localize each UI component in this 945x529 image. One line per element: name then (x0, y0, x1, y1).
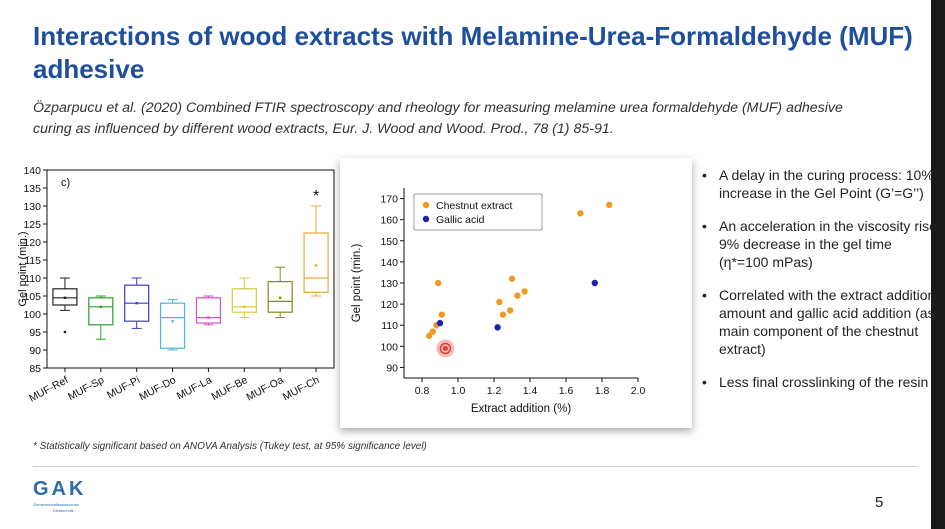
legend-label: Gallic acid (436, 214, 485, 226)
legend-label: Chestnut extract (436, 200, 513, 212)
bullet-item: A delay in the curing process: 10% incre… (702, 166, 942, 202)
data-point (577, 210, 584, 217)
mean-marker (207, 316, 210, 319)
logo-mark: GAK (33, 478, 87, 500)
data-point (438, 311, 445, 318)
data-point (429, 328, 436, 335)
mean-marker (99, 305, 103, 308)
bullet-item: Less final crosslinking of the resin (702, 373, 942, 391)
y-tick-label: 130 (380, 278, 398, 290)
box-plot: 85 90 95 100 105 110 115 120 125 130 135 140 Gel poi… (17, 165, 335, 405)
x-tick-label: MUF-Ch (281, 374, 322, 403)
x-tick-label: MUF-Be (210, 374, 250, 403)
gak-logo: GAK Gemeinschaftsausschuss Klebtechnik (33, 478, 113, 514)
mean-marker (63, 296, 67, 299)
scatter-plot: 90 100 110 120 130 140 150 160 170 0.8 1.0 1.2 1.4 1.… (351, 188, 646, 415)
y-tick-label: 105 (23, 291, 41, 303)
data-point (496, 298, 503, 306)
footnote: * Statistically significant based on ANO… (33, 441, 427, 452)
slide-title: Interactions of wood extracts with Melam… (33, 21, 913, 84)
data-point (591, 279, 598, 287)
x-tick-label: 1.2 (487, 385, 502, 397)
x-tick-label: 1.6 (559, 385, 574, 397)
x-tick-label: MUF-Oa (244, 374, 285, 404)
box (195, 297, 222, 324)
bullet-list: A delay in the curing process: 10% incre… (702, 166, 942, 406)
y-tick-label: 120 (380, 299, 398, 311)
y-axis-label: Gel point (min.) (351, 244, 363, 323)
y-tick-label: 130 (23, 201, 41, 213)
box-plot-panel: 85 90 95 100 105 110 115 120 125 130 135 140 Gel poi… (16, 158, 338, 428)
x-tick-label: MUF-Do (137, 374, 178, 403)
plot-frame (46, 169, 335, 369)
x-axis-label: Extract addition (%) (471, 403, 572, 415)
highlight-ring (439, 342, 452, 355)
x-tick-label: MUF-Pi (105, 374, 142, 401)
mean-marker (278, 296, 282, 299)
outlier-point (63, 330, 67, 334)
y-tick-label: 110 (381, 320, 398, 332)
significance-marker: * (313, 188, 319, 205)
y-tick-label: 120 (23, 237, 41, 249)
legend-marker (422, 215, 430, 223)
mean-marker (171, 320, 174, 323)
bullet-item: Correlated with the extract addition amo… (702, 286, 942, 358)
y-tick-label: 160 (380, 215, 398, 227)
box (303, 232, 329, 294)
data-point (507, 307, 514, 314)
mean-marker (135, 302, 138, 305)
scatter-plot-panel: 90 100 110 120 130 140 150 160 170 0.8 1.0 1.2 1.4 1.… (340, 158, 692, 428)
logo-subtitle-2: Klebtechnik (53, 508, 74, 513)
y-tick-label: 90 (29, 345, 41, 357)
box (267, 280, 293, 313)
panel-label: c) (61, 177, 70, 189)
x-tick-label: 0.8 (415, 385, 430, 397)
y-tick-label: 85 (29, 363, 41, 375)
box (52, 288, 78, 306)
y-tick-label: 90 (386, 362, 398, 374)
y-tick-label: 135 (23, 183, 41, 195)
legend-box (413, 193, 543, 231)
data-point (436, 319, 444, 327)
page-number: 5 (875, 494, 884, 511)
x-tick-label: 1.4 (523, 385, 538, 397)
bullet-item: An acceleration in the viscosity rise: 9… (702, 217, 942, 271)
box (88, 297, 114, 326)
x-tick-label: 1.8 (595, 385, 610, 397)
legend-marker (422, 201, 430, 209)
y-tick-label: 100 (23, 309, 41, 321)
y-axis-label: Gel point (min.) (17, 231, 29, 306)
x-tick-label: MUF-Ref (27, 374, 70, 405)
data-point (499, 311, 507, 318)
data-point (494, 324, 501, 331)
x-tick-label: 2.0 (631, 385, 646, 397)
y-tick-label: 170 (380, 194, 398, 206)
y-tick-label: 95 (29, 327, 41, 339)
highlight-point (442, 345, 448, 351)
mean-marker (243, 305, 246, 308)
data-point (514, 292, 521, 299)
data-point (426, 332, 433, 339)
citation-text: Özparpucu et al. (2020) Combined FTIR sp… (33, 100, 843, 137)
mean-marker (314, 264, 318, 267)
y-tick-label: 150 (380, 236, 398, 248)
y-tick-label: 110 (24, 273, 41, 285)
y-tick-label: 140 (23, 165, 41, 177)
data-point (521, 288, 528, 295)
x-tick-label: MUF-Sp (66, 374, 106, 403)
footer-divider (33, 466, 917, 467)
y-tick-label: 125 (23, 219, 41, 231)
data-point (606, 201, 613, 209)
y-tick-label: 140 (380, 257, 398, 269)
x-tick-label: 1.0 (451, 385, 466, 397)
data-point (435, 279, 442, 287)
box (159, 302, 186, 349)
y-tick-label: 100 (380, 341, 398, 353)
box (231, 288, 257, 313)
y-tick-label: 115 (24, 255, 41, 267)
x-tick-label: MUF-La (175, 374, 214, 402)
data-point (508, 275, 516, 282)
logo-subtitle-1: Gemeinschaftsausschuss (33, 502, 79, 507)
